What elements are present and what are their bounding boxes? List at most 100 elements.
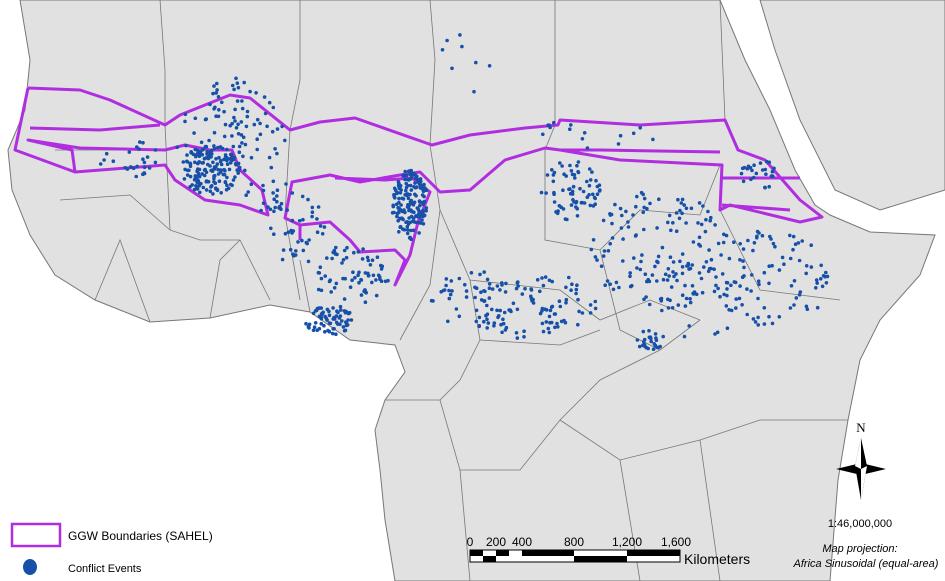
conflict-event: [301, 248, 306, 253]
conflict-event: [380, 264, 385, 269]
conflict-event: [699, 276, 704, 281]
conflict-event: [217, 108, 221, 112]
conflict-event: [746, 238, 750, 243]
legend-label: GGW Boundaries (SAHEL): [68, 529, 213, 543]
conflict-event: [275, 199, 279, 204]
conflict-event: [751, 248, 755, 253]
conflict-event: [153, 160, 158, 165]
conflict-event: [591, 238, 596, 242]
conflict-event: [319, 314, 323, 319]
conflict-event: [483, 289, 487, 294]
conflict-event: [821, 274, 826, 278]
conflict-event: [495, 308, 499, 313]
conflict-event: [665, 278, 670, 282]
conflict-event: [666, 267, 671, 271]
conflict-event: [409, 177, 413, 181]
conflict-event: [676, 303, 681, 307]
conflict-event: [540, 321, 545, 326]
conflict-event: [767, 314, 771, 319]
conflict-event: [286, 230, 291, 234]
conflict-event: [313, 321, 318, 325]
conflict-event: [356, 250, 361, 254]
conflict-event: [788, 256, 793, 261]
conflict-event: [334, 320, 339, 325]
conflict-event: [642, 340, 646, 344]
conflict-event: [661, 277, 666, 282]
conflict-event: [541, 132, 545, 137]
conflict-event: [232, 87, 236, 92]
conflict-event: [272, 232, 276, 236]
conflict-event: [561, 188, 565, 192]
conflict-event: [637, 344, 642, 349]
conflict-event: [602, 249, 607, 253]
conflict-event: [281, 248, 286, 252]
conflict-event: [401, 173, 405, 178]
conflict-event: [680, 211, 684, 216]
conflict-event: [396, 183, 401, 187]
conflict-event: [325, 307, 330, 312]
conflict-event: [691, 240, 696, 244]
conflict-event: [538, 289, 542, 294]
conflict-event: [684, 221, 688, 225]
conflict-event: [285, 208, 290, 212]
conflict-event: [825, 274, 830, 279]
conflict-event: [686, 261, 691, 266]
conflict-event: [411, 228, 416, 233]
conflict-event: [589, 247, 594, 252]
conflict-event: [713, 332, 717, 336]
conflict-event: [486, 321, 491, 325]
conflict-event: [569, 288, 573, 293]
conflict-event: [498, 288, 502, 292]
scale-bar-segment: [627, 550, 680, 556]
conflict-event: [658, 344, 662, 349]
conflict-event: [500, 330, 504, 335]
conflict-event: [258, 132, 263, 137]
conflict-event: [546, 326, 551, 331]
conflict-event: [655, 226, 659, 230]
conflict-event: [656, 254, 661, 259]
conflict-event: [419, 184, 424, 189]
conflict-event: [580, 137, 585, 141]
conflict-event: [587, 167, 592, 171]
conflict-event: [738, 258, 742, 262]
conflict-event: [641, 210, 645, 215]
conflict-event: [516, 280, 520, 284]
conflict-event: [370, 280, 374, 285]
conflict-event: [479, 290, 483, 295]
conflict-event: [529, 287, 533, 291]
conflict-event: [552, 170, 557, 175]
conflict-event: [332, 317, 337, 321]
conflict-event: [819, 277, 823, 281]
conflict-event: [182, 177, 187, 181]
conflict-event: [316, 205, 321, 209]
conflict-event: [316, 287, 321, 292]
scale-bar-segment: [483, 556, 496, 562]
conflict-event: [689, 206, 694, 211]
conflict-event: [687, 324, 691, 328]
conflict-event: [193, 160, 197, 165]
conflict-event: [371, 273, 376, 278]
conflict-event: [474, 286, 479, 291]
conflict-event: [727, 256, 732, 261]
conflict-event: [641, 192, 645, 197]
conflict-event: [752, 163, 756, 167]
conflict-event: [487, 282, 492, 286]
conflict-event: [770, 263, 774, 268]
conflict-event: [211, 192, 215, 196]
conflict-event: [446, 319, 450, 324]
conflict-event: [771, 241, 776, 246]
conflict-event: [590, 170, 594, 174]
conflict-event: [576, 297, 580, 302]
conflict-event: [412, 210, 416, 215]
conflict-event: [457, 314, 462, 319]
conflict-event: [557, 299, 562, 304]
conflict-event: [678, 259, 682, 264]
conflict-event: [734, 297, 738, 301]
scale-tick-label: 200: [486, 535, 506, 549]
conflict-event: [201, 160, 205, 165]
conflict-event: [331, 306, 335, 310]
conflict-event: [306, 259, 311, 264]
conflict-event: [547, 278, 552, 283]
conflict-event: [230, 121, 234, 126]
conflict-event: [321, 310, 326, 315]
